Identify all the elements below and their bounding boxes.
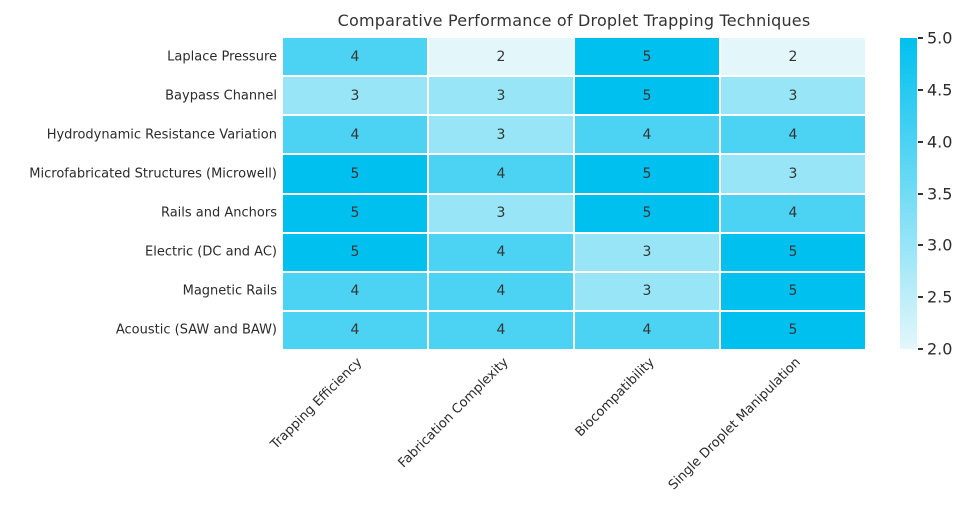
heatmap-cell: 3 xyxy=(721,155,865,193)
heatmap-cell: 4 xyxy=(283,311,427,349)
colorbar-tick-label: 3.0 xyxy=(927,235,953,255)
heatmap-cell: 3 xyxy=(429,194,573,232)
chart-title: Comparative Performance of Droplet Trapp… xyxy=(337,11,811,30)
colorbar-tick-label: 2.0 xyxy=(927,339,953,359)
column-label: Single Droplet Manipulation xyxy=(665,355,804,494)
colorbar-tick-label: 3.5 xyxy=(927,184,953,203)
column-label: Trapping Efficiency xyxy=(268,355,366,453)
colorbar-tick-label: 4.5 xyxy=(927,80,953,100)
heatmap-cell: 5 xyxy=(575,77,719,115)
heatmap-cell: 4 xyxy=(429,272,573,310)
colorbar-tick xyxy=(918,244,923,247)
heatmap-cell: 2 xyxy=(429,38,573,76)
colorbar-tick xyxy=(918,88,923,91)
colorbar-tick-label: 2.5 xyxy=(927,287,953,307)
column-label: Fabrication Complexity xyxy=(395,355,512,471)
heatmap-cell: 4 xyxy=(283,116,427,154)
colorbar-tick xyxy=(918,296,923,299)
heatmap-cell: 5 xyxy=(575,194,719,232)
column-label: Biocompatibility xyxy=(572,355,658,440)
heatmap-cell: 4 xyxy=(429,311,573,349)
heatmap-cell: 3 xyxy=(429,77,573,115)
heatmap-cell: 4 xyxy=(575,311,719,349)
heatmap-cell: 3 xyxy=(283,77,427,115)
colorbar-tick-label: 5.0 xyxy=(927,28,953,48)
row-label: Laplace Pressure xyxy=(167,49,277,65)
colorbar xyxy=(900,38,917,349)
heatmap-cell: 5 xyxy=(283,194,427,232)
heatmap-cell: 3 xyxy=(721,77,865,115)
heatmap-cell: 4 xyxy=(721,194,865,232)
colorbar-tick xyxy=(918,37,923,39)
heatmap-cell: 5 xyxy=(721,311,865,349)
heatmap-cell: 5 xyxy=(283,155,427,193)
heatmap-cell: 4 xyxy=(575,116,719,154)
row-label: Electric (DC and AC) xyxy=(145,244,277,260)
heatmap-cell: 3 xyxy=(429,116,573,154)
heatmap-cell: 5 xyxy=(575,155,719,193)
row-label: Microfabricated Structures (Microwell) xyxy=(29,166,277,182)
heatmap-cell: 3 xyxy=(575,233,719,271)
colorbar-tick xyxy=(918,192,923,195)
heatmap-cell: 5 xyxy=(721,233,865,271)
heatmap-cell: 3 xyxy=(575,272,719,310)
heatmap-cell: 4 xyxy=(283,272,427,310)
heatmap-cell: 4 xyxy=(429,233,573,271)
row-label: Hydrodynamic Resistance Variation xyxy=(46,127,277,143)
heatmap-cell: 4 xyxy=(283,38,427,76)
row-label: Magnetic Rails xyxy=(182,283,277,299)
heatmap-cell: 2 xyxy=(721,38,865,76)
colorbar-tick xyxy=(918,140,923,143)
row-label: Rails and Anchors xyxy=(160,205,277,221)
colorbar-tick xyxy=(918,348,923,350)
colorbar-tick-label: 4.0 xyxy=(927,132,953,152)
heatmap-cell: 4 xyxy=(429,155,573,193)
row-label: Acoustic (SAW and BAW) xyxy=(115,322,277,338)
heatmap-cell: 5 xyxy=(721,272,865,310)
heatmap-cell: 5 xyxy=(575,38,719,76)
heatmap-cell: 5 xyxy=(283,233,427,271)
row-label: Baypass Channel xyxy=(165,88,277,104)
heatmap-cell: 4 xyxy=(721,116,865,154)
